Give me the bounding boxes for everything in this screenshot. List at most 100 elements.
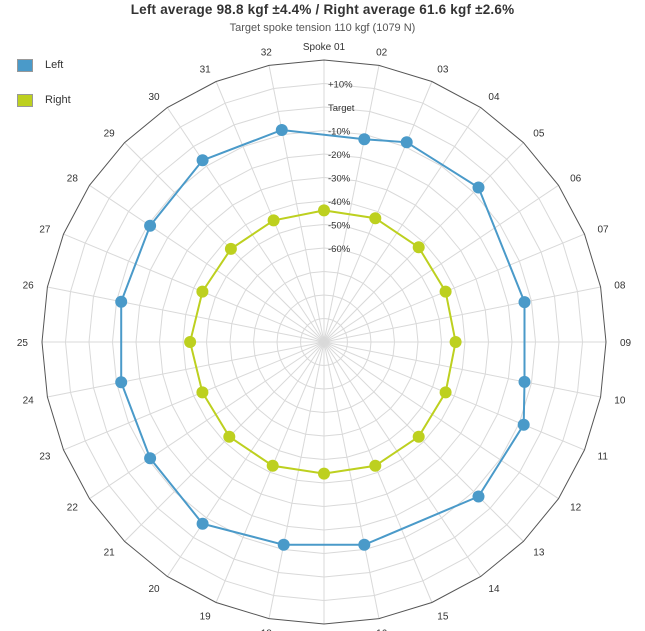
data-point-left <box>144 452 157 465</box>
data-point-right <box>449 336 462 348</box>
spoke-grid-line <box>215 341 325 603</box>
spoke-grid-line <box>166 341 325 577</box>
data-point-left <box>277 538 290 551</box>
spoke-grid-line <box>323 65 380 343</box>
spoke-grid-line <box>124 142 325 343</box>
spoke-label: 04 <box>488 92 500 103</box>
radial-tick-label: -60% <box>328 244 351 255</box>
data-point-left <box>196 517 209 530</box>
spoke-label: Spoke 01 <box>303 42 346 53</box>
data-point-left <box>472 181 485 194</box>
spoke-grid-line <box>323 142 524 343</box>
spoke-grid-line <box>323 341 559 500</box>
data-point-right <box>318 204 330 217</box>
spoke-label: 12 <box>570 502 582 513</box>
spoke-label: 19 <box>200 612 212 623</box>
spoke-grid-line <box>323 341 601 398</box>
data-point-right <box>196 386 209 399</box>
spoke-label: 05 <box>533 129 545 140</box>
spoke-label: 07 <box>598 225 610 236</box>
spoke-label: 29 <box>104 129 116 140</box>
legend-item-right[interactable]: Right <box>17 92 71 108</box>
outer-border <box>41 59 607 625</box>
spoke-grid-line <box>323 107 482 343</box>
spoke-grid-line <box>89 184 325 343</box>
radial-tick-label: -20% <box>328 150 351 161</box>
spoke-grid-line <box>323 341 585 451</box>
spoke-grid-line <box>323 341 524 542</box>
spoke-label: 28 <box>67 174 79 185</box>
spoke-label: 09 <box>620 338 632 349</box>
data-point-right <box>369 459 382 472</box>
legend-swatch-right <box>17 93 33 107</box>
data-point-left <box>144 219 157 232</box>
spoke-label: 08 <box>614 280 626 291</box>
spoke-grid-line <box>323 341 433 603</box>
spoke-label: 22 <box>67 502 79 513</box>
data-point-right <box>412 241 425 254</box>
data-point-right <box>266 459 279 472</box>
spoke-label: 13 <box>533 547 545 558</box>
data-point-right <box>184 336 197 348</box>
radial-tick-label: -30% <box>328 174 351 185</box>
spoke-grid-line <box>47 286 325 343</box>
data-point-right <box>318 467 330 480</box>
data-point-left <box>400 136 413 149</box>
spoke-label: 31 <box>200 65 212 76</box>
legend-label-left: Left <box>45 59 64 71</box>
spoke-grid-line <box>323 341 380 619</box>
radial-tick-label: Target <box>328 103 355 114</box>
data-point-left <box>517 418 530 431</box>
data-point-left <box>115 295 128 308</box>
spoke-label: 11 <box>598 451 609 462</box>
spoke-label: 06 <box>570 174 582 185</box>
spoke-label: 27 <box>39 225 51 236</box>
spoke-label: 25 <box>17 338 29 349</box>
chart-subtitle: Target spoke tension 110 kgf (1079 N) <box>229 22 416 34</box>
data-point-right <box>267 214 280 227</box>
data-point-left <box>275 124 288 136</box>
legend-label-right: Right <box>45 94 71 106</box>
spoke-label: 03 <box>437 65 449 76</box>
spoke-grid-line <box>268 341 325 619</box>
spoke-grid-line <box>124 341 325 542</box>
radial-tick-label: -50% <box>328 221 351 232</box>
data-point-left <box>358 133 371 146</box>
data-point-right <box>224 242 237 255</box>
radial-tick-label: +10% <box>328 80 353 91</box>
data-point-left <box>518 375 531 388</box>
spoke-label: 18 <box>261 628 273 631</box>
spoke-label: 32 <box>261 48 273 59</box>
data-point-left <box>472 490 485 503</box>
data-point-left <box>358 538 371 551</box>
spoke-grid-line <box>323 184 559 343</box>
chart-title: Left average 98.8 kgf ±4.4% / Right aver… <box>130 2 515 17</box>
spoke-label: 15 <box>437 612 449 623</box>
legend-item-left[interactable]: Left <box>17 57 63 73</box>
spoke-label: 10 <box>614 396 626 407</box>
spoke-label: 24 <box>23 396 35 407</box>
spoke-grid-line <box>63 233 325 343</box>
spoke-label: 23 <box>39 451 51 462</box>
spoke-grid-line <box>323 286 601 343</box>
spoke-label: 30 <box>148 92 160 103</box>
data-point-left <box>115 376 128 389</box>
spoke-grid-line <box>323 81 433 343</box>
spoke-label: 16 <box>376 628 388 631</box>
legend-swatch-left <box>17 58 33 72</box>
data-point-right <box>412 430 425 443</box>
spoke-label: 02 <box>376 48 388 59</box>
data-point-left <box>196 154 209 167</box>
data-point-left <box>518 296 531 309</box>
radial-tick-label: -40% <box>328 197 351 208</box>
spoke-grid-line <box>323 341 482 577</box>
spoke-grid-line <box>166 107 325 343</box>
data-point-right <box>439 386 452 399</box>
spoke-grid-line <box>47 341 325 398</box>
data-point-right <box>369 212 382 225</box>
spoke-label: 26 <box>23 280 35 291</box>
spoke-grid-line <box>323 233 585 343</box>
spoke-label: 14 <box>488 584 500 595</box>
spoke-grid-line <box>268 65 325 343</box>
